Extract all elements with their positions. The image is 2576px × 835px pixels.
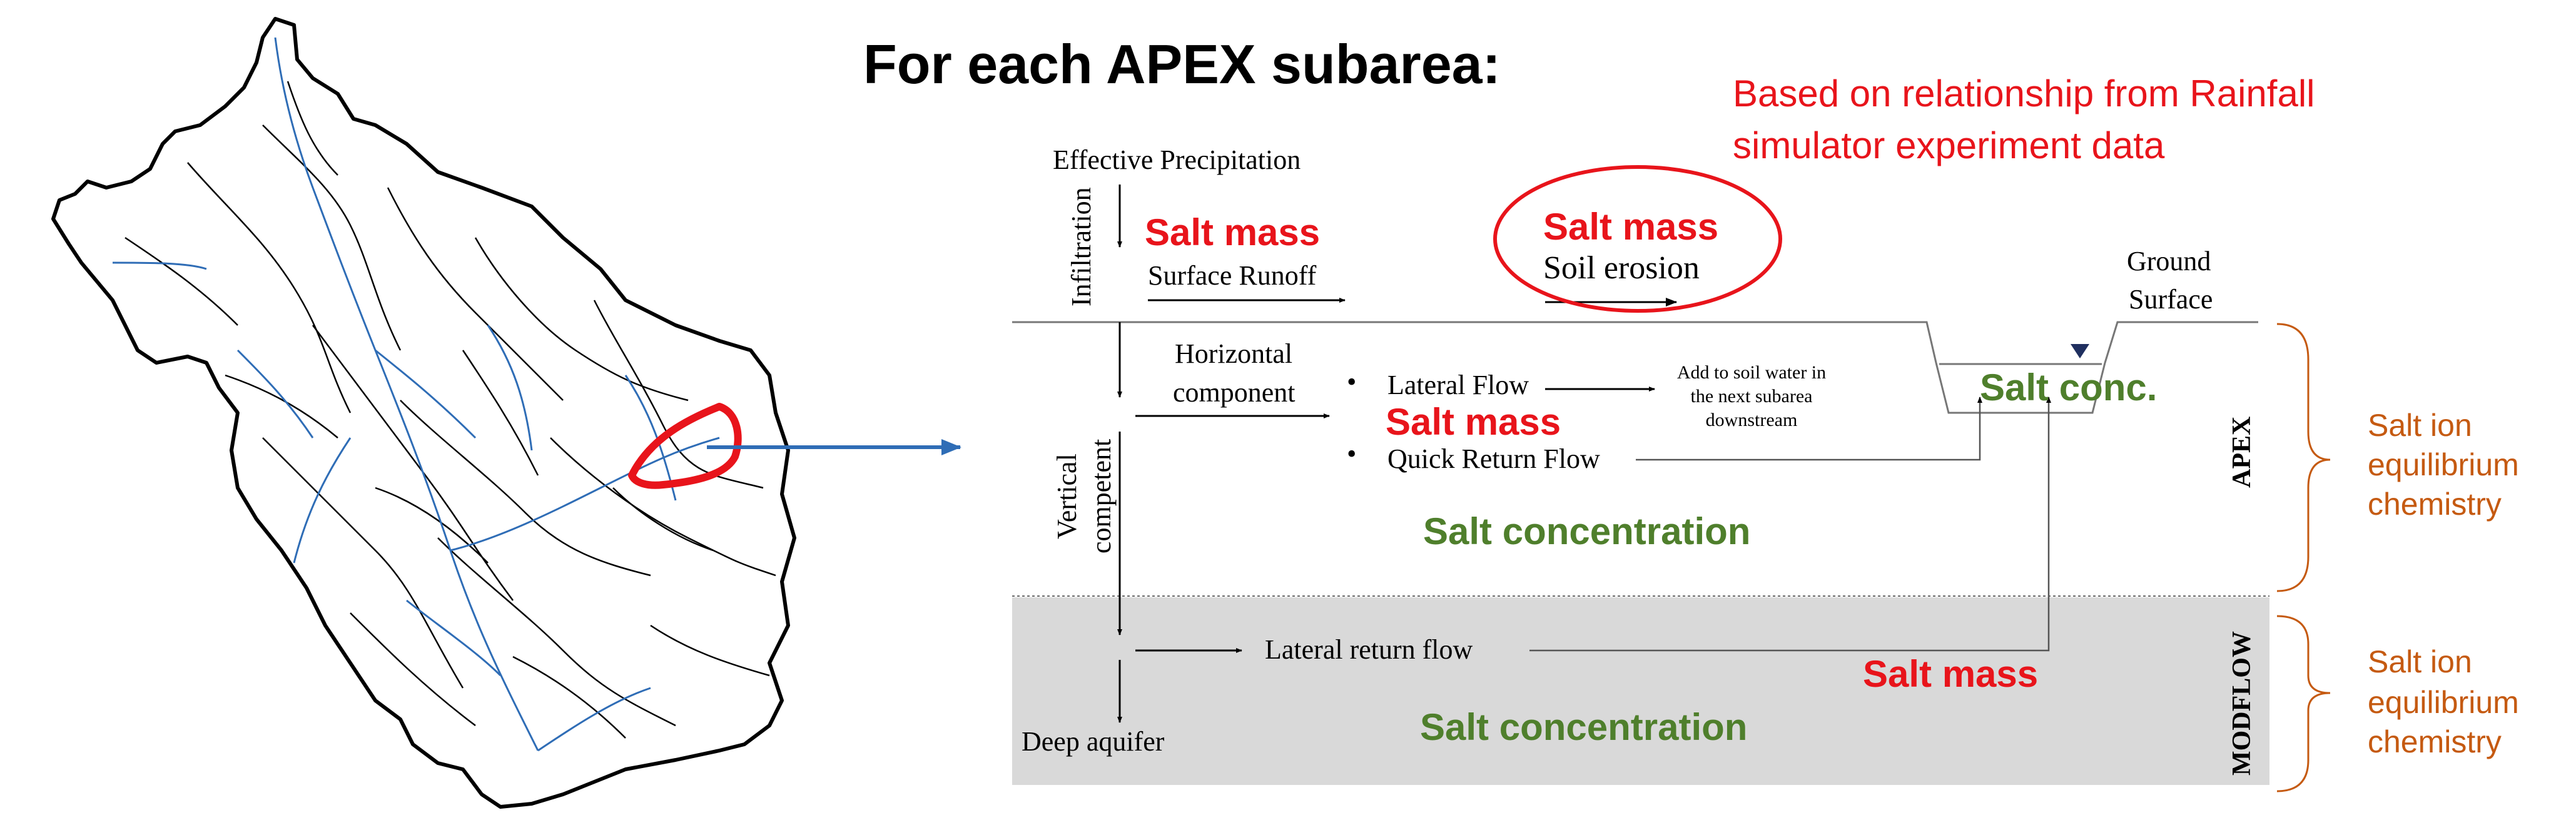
- label-apex: APEX: [2228, 417, 2256, 488]
- label-soil-erosion: Soil erosion: [1543, 250, 1700, 286]
- watershed-outline: [51, 17, 796, 809]
- watershed-map: [51, 17, 961, 809]
- label-add-soil-1: Add to soil water in: [1677, 362, 1826, 383]
- modflow-side-note-line-2: equilibrium: [2368, 685, 2519, 720]
- label-surface: Surface: [2129, 284, 2213, 315]
- label-lateral-return-flow: Lateral return flow: [1265, 634, 1473, 665]
- page-title: For each APEX subarea:: [863, 33, 1501, 95]
- label-surface-runoff: Surface Runoff: [1148, 260, 1317, 291]
- label-add-soil-3: downstream: [1706, 410, 1798, 430]
- salt-mass-runoff: Salt mass: [1145, 211, 1320, 253]
- salt-mass-lateral: Salt mass: [1386, 401, 1561, 443]
- apex-side-note-line-1: Salt ion: [2368, 408, 2472, 443]
- label-lateral-flow: Lateral Flow: [1387, 370, 1529, 400]
- label-quick-return-flow: Quick Return Flow: [1387, 443, 1600, 474]
- modflow-brace: [2276, 615, 2331, 792]
- salt-concentration-modflow: Salt concentration: [1420, 706, 1747, 748]
- label-modflow: MODFLOW: [2228, 631, 2256, 776]
- note-line-2: simulator experiment data: [1733, 124, 2165, 166]
- erosion-highlight-ellipse: [1493, 165, 1782, 313]
- label-add-soil-2: the next subarea: [1691, 386, 1813, 407]
- salt-mass-modflow: Salt mass: [1863, 653, 2038, 695]
- modflow-side-note-line-3: chemistry: [2368, 724, 2502, 759]
- bullet-1: •: [1347, 367, 1356, 397]
- label-horizontal: Horizontal: [1175, 338, 1292, 369]
- label-vertical: Vertical: [1052, 453, 1082, 539]
- label-effective-precipitation: Effective Precipitation: [1053, 144, 1301, 175]
- stream-network: [112, 37, 720, 752]
- label-deep-aquifer: Deep aquifer: [1022, 726, 1165, 757]
- note-line-1: Based on relationship from Rainfall: [1733, 73, 2315, 114]
- flow-arrows: [1117, 185, 2051, 723]
- salt-concentration-apex: Salt concentration: [1423, 510, 1750, 552]
- label-competent: competent: [1086, 439, 1117, 554]
- label-infiltration: Infiltration: [1066, 187, 1097, 306]
- salt-conc-channel: Salt conc.: [1980, 367, 2157, 408]
- apex-side-note-line-2: equilibrium: [2368, 447, 2519, 482]
- bullet-2: •: [1347, 438, 1356, 469]
- label-component: component: [1173, 377, 1296, 408]
- apex-brace: [2276, 323, 2331, 592]
- label-ground: Ground: [2127, 246, 2211, 276]
- modflow-side-note-line-1: Salt ion: [2368, 644, 2472, 679]
- ground-surface-line: [1012, 321, 2258, 414]
- modflow-zone: [1012, 597, 2269, 785]
- subbasin-lines: [124, 81, 776, 739]
- apex-side-note-line-3: chemistry: [2368, 487, 2502, 522]
- water-table-marker: [2071, 344, 2089, 358]
- salt-mass-erosion: Salt mass: [1543, 206, 1718, 248]
